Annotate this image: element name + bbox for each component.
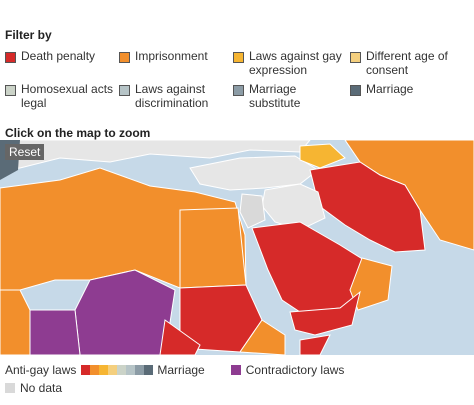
filter-option[interactable]: Imprisonment bbox=[119, 49, 233, 82]
checkbox[interactable] bbox=[233, 85, 244, 96]
scale-step bbox=[108, 365, 118, 375]
legend: No data bbox=[5, 381, 62, 395]
scale-step bbox=[117, 365, 127, 375]
filter-option[interactable]: Homosexual acts legal bbox=[5, 82, 119, 115]
filter-label[interactable]: Homosexual acts legal bbox=[21, 82, 114, 110]
scale-step bbox=[99, 365, 109, 375]
chad-niger[interactable] bbox=[74, 269, 176, 355]
filter-label[interactable]: Death penalty bbox=[21, 49, 96, 63]
oman[interactable] bbox=[349, 257, 393, 311]
checkbox[interactable] bbox=[5, 85, 16, 96]
checkbox[interactable] bbox=[119, 85, 130, 96]
legend-label: Contradictory laws bbox=[245, 363, 345, 377]
checkbox[interactable] bbox=[233, 52, 244, 63]
checkbox[interactable] bbox=[119, 52, 130, 63]
checkbox[interactable] bbox=[350, 52, 361, 63]
filter-label[interactable]: Marriage bbox=[366, 82, 414, 96]
filter-option[interactable]: Laws against discrimination bbox=[119, 82, 233, 115]
mauritania[interactable] bbox=[0, 289, 31, 355]
filter-title: Filter by bbox=[5, 28, 52, 42]
reset-button[interactable]: Reset bbox=[5, 144, 45, 160]
filter-option[interactable]: Marriage bbox=[350, 82, 467, 115]
checkbox[interactable] bbox=[5, 52, 16, 63]
filter-option[interactable]: Marriage substitute bbox=[233, 82, 350, 115]
legend-swatch bbox=[5, 383, 15, 393]
nigeria[interactable] bbox=[159, 319, 201, 355]
filter-label[interactable]: Different age of consent bbox=[366, 49, 448, 77]
filter-list: Death penalty Imprisonment Laws against ga… bbox=[5, 49, 467, 115]
legend-label: No data bbox=[20, 381, 63, 395]
filter-option[interactable]: Death penalty bbox=[5, 49, 119, 82]
legend-label: Anti-gay laws bbox=[5, 363, 77, 377]
map-instruction: Click on the map to zoom bbox=[5, 126, 151, 140]
map-canvas[interactable] bbox=[0, 140, 474, 355]
filter-label[interactable]: Laws against discrimination bbox=[135, 82, 209, 110]
ethiopia[interactable] bbox=[239, 319, 286, 355]
mali[interactable] bbox=[29, 309, 81, 355]
checkbox[interactable] bbox=[350, 85, 361, 96]
syria[interactable] bbox=[239, 193, 266, 229]
country[interactable] bbox=[299, 143, 346, 169]
yemen[interactable] bbox=[289, 290, 361, 336]
scale-step bbox=[126, 365, 136, 375]
filter-option[interactable]: Different age of consent bbox=[350, 49, 467, 82]
legend: Anti-gay laws Marriage Contradictory law… bbox=[5, 363, 344, 377]
legend-label: Marriage bbox=[157, 363, 205, 377]
filter-label[interactable]: Laws against gay expression bbox=[249, 49, 342, 77]
legend-scale bbox=[81, 365, 154, 375]
filter-label[interactable]: Imprisonment bbox=[135, 49, 208, 63]
scale-step bbox=[135, 365, 145, 375]
egypt[interactable] bbox=[179, 207, 247, 289]
iraq[interactable] bbox=[261, 183, 326, 231]
legend-swatch bbox=[230, 365, 241, 375]
map[interactable]: Reset bbox=[0, 140, 474, 355]
scale-step bbox=[144, 365, 154, 375]
filter-option[interactable]: Laws against gay expression bbox=[233, 49, 350, 82]
somalia[interactable] bbox=[299, 334, 331, 355]
filter-label[interactable]: Marriage substitute bbox=[249, 82, 301, 110]
scale-step bbox=[81, 365, 91, 375]
scale-step bbox=[90, 365, 100, 375]
